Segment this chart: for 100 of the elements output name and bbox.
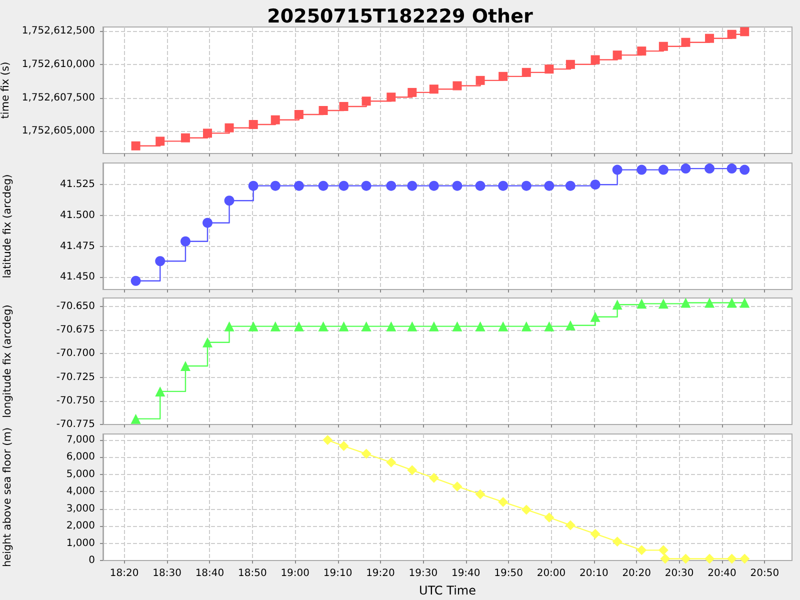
point [452, 180, 462, 190]
point [202, 337, 213, 348]
point [565, 520, 576, 530]
point [180, 360, 190, 371]
y-tick-label: -70.725 [56, 372, 95, 383]
point [680, 553, 691, 564]
point [428, 321, 439, 332]
point [155, 386, 166, 396]
point [636, 164, 647, 174]
x-tick-label: 19:00 [280, 568, 310, 578]
y-tick-label: -70.650 [56, 300, 95, 312]
x-tick-label: 20:40 [708, 568, 736, 578]
point [740, 298, 750, 308]
y-tick-label: -70.750 [56, 395, 95, 406]
point [726, 553, 737, 564]
point [740, 553, 750, 564]
y-tick-label: 1,752,605,000 [22, 126, 95, 137]
point [294, 321, 304, 332]
x-tick-label: 18:30 [152, 568, 182, 578]
y-tick-label: 41.450 [60, 271, 95, 282]
chart-title: 20250715T182229 Other [267, 6, 534, 28]
x-tick-label: 19:50 [494, 568, 523, 578]
point [475, 488, 486, 499]
point [544, 321, 554, 332]
x-axis-title: UTC Time [419, 583, 476, 597]
point [338, 440, 349, 451]
y-tick-label: 41.475 [60, 240, 95, 252]
point [338, 180, 349, 190]
x-tick-label: 19:20 [366, 568, 395, 578]
point [270, 180, 280, 190]
x-tick-label: 20:20 [622, 568, 652, 578]
point [407, 180, 418, 190]
point [270, 321, 280, 332]
point [322, 434, 333, 445]
point [475, 180, 486, 190]
point [660, 553, 670, 564]
point [407, 464, 418, 475]
point [248, 180, 258, 190]
point [452, 480, 462, 491]
point [565, 320, 576, 330]
point [590, 528, 600, 538]
y-tick-label: 1,000 [66, 537, 95, 548]
point [544, 512, 554, 522]
y-axis-title: latitude fix (arcdeg) [2, 174, 14, 278]
point [361, 448, 372, 458]
point [294, 180, 304, 190]
point [704, 298, 715, 308]
point [636, 544, 647, 555]
y-axis-title: time fix (s) [0, 62, 12, 119]
point [544, 180, 554, 190]
y-tick-label: 0 [88, 554, 95, 566]
x-tick-label: 19:40 [451, 568, 480, 578]
y-tick-label: 1,752,612,500 [22, 26, 95, 37]
point [386, 321, 396, 332]
y-tick-label: 6,000 [66, 451, 95, 462]
y-axis-title: height above sea floor (m) [2, 426, 14, 567]
point [658, 298, 668, 309]
point [248, 321, 258, 332]
y-tick-label: 1,752,607,500 [22, 92, 95, 104]
point [612, 536, 622, 546]
y-tick-label: 7,000 [66, 434, 95, 446]
point [338, 321, 349, 332]
x-tick-label: 18:40 [195, 568, 224, 578]
point [521, 180, 532, 190]
point [612, 164, 622, 174]
point [726, 298, 737, 308]
y-tick-label: -70.700 [56, 348, 95, 360]
y-tick-label: 41.500 [60, 209, 95, 220]
x-tick-label: 18:50 [238, 568, 267, 578]
point [636, 298, 647, 309]
point [180, 236, 190, 246]
point [224, 195, 234, 206]
point [590, 179, 600, 190]
y-tick-label: 4,000 [66, 486, 95, 497]
point [612, 300, 622, 310]
point [740, 164, 750, 174]
point [658, 544, 668, 555]
point [590, 312, 600, 322]
y-tick-label: -70.675 [56, 324, 95, 336]
x-tick-label: 20:00 [536, 568, 566, 578]
point [130, 275, 141, 286]
point [521, 504, 532, 514]
x-tick-label: 20:10 [580, 568, 608, 578]
point [407, 321, 418, 332]
y-tick-label: 2,000 [66, 520, 95, 532]
point [361, 321, 372, 332]
point [726, 163, 737, 174]
point [658, 164, 668, 174]
point [498, 321, 508, 332]
y-tick-label: -70.775 [56, 419, 95, 430]
x-tick-label: 18:20 [110, 568, 139, 578]
point [498, 496, 508, 506]
point [452, 321, 462, 332]
point [565, 180, 576, 190]
point [680, 163, 691, 174]
x-tick-label: 19:30 [408, 568, 438, 578]
y-tick-label: 1,752,610,000 [22, 58, 95, 70]
point [521, 321, 532, 332]
point [428, 472, 439, 482]
point [386, 456, 396, 467]
